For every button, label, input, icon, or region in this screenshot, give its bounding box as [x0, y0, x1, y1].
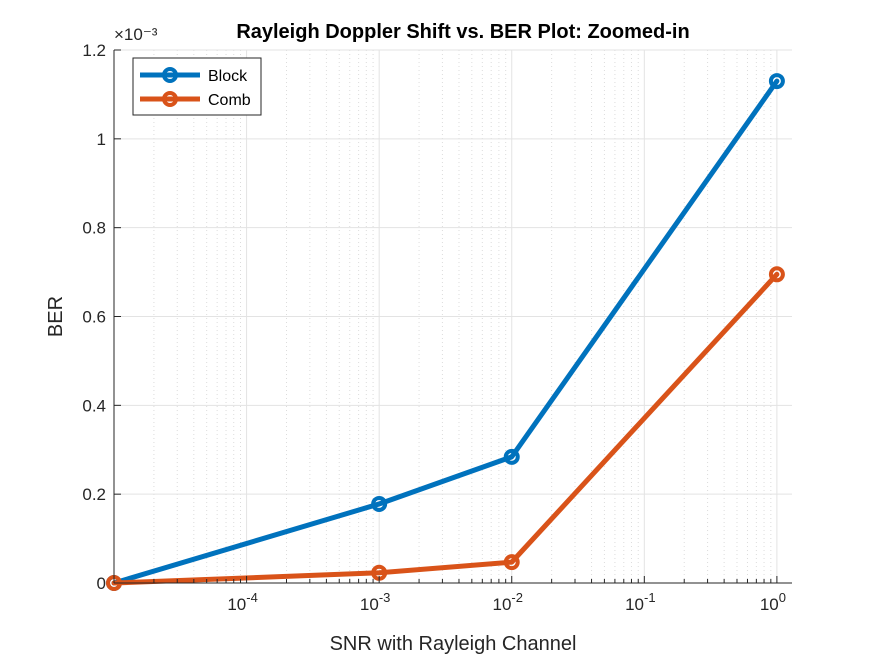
- x-tick-label: 10-1: [625, 590, 655, 614]
- legend: Block Comb: [132, 57, 262, 116]
- legend-label-block: Block: [208, 68, 248, 85]
- series-line-block: [111, 78, 780, 586]
- chart-title: Rayleigh Doppler Shift vs. BER Plot: Zoo…: [236, 21, 689, 43]
- data-point-block: [371, 495, 388, 512]
- y-tick-label: 0: [97, 574, 106, 593]
- y-tick-label: 1.2: [82, 41, 106, 60]
- x-tick-label: 10-4: [227, 590, 257, 614]
- legend-marker-comb: [162, 91, 178, 107]
- y-tick-label: 0.4: [82, 396, 106, 415]
- data-point-block: [768, 73, 785, 90]
- data-point-comb: [768, 266, 785, 283]
- legend-label-comb: Comb: [208, 92, 251, 109]
- x-tick-label: 10-2: [492, 590, 522, 614]
- data-point-block: [503, 448, 520, 465]
- x-axis-label: SNR with Rayleigh Channel: [330, 633, 577, 655]
- y-tick-label: 0.2: [82, 485, 106, 504]
- data-point-comb: [503, 554, 520, 571]
- y-tick-label: 0.6: [82, 308, 106, 327]
- legend-box: [132, 57, 262, 116]
- y-tick-label: 1: [97, 130, 106, 149]
- x-tick-label: 100: [760, 590, 786, 614]
- y-axis-label: BER: [45, 296, 67, 337]
- tick-labels: 10-4 10-3 10-2 10-1 100 0 0.2 0.4 0.6 0.8 1 1.2: [82, 41, 786, 614]
- axes: [113, 49, 792, 584]
- y-exponent-label: ×10⁻³: [114, 25, 158, 44]
- x-tick-label: 10-3: [360, 590, 390, 614]
- y-tick-label: 0.8: [82, 219, 106, 238]
- legend-marker-block: [162, 67, 178, 83]
